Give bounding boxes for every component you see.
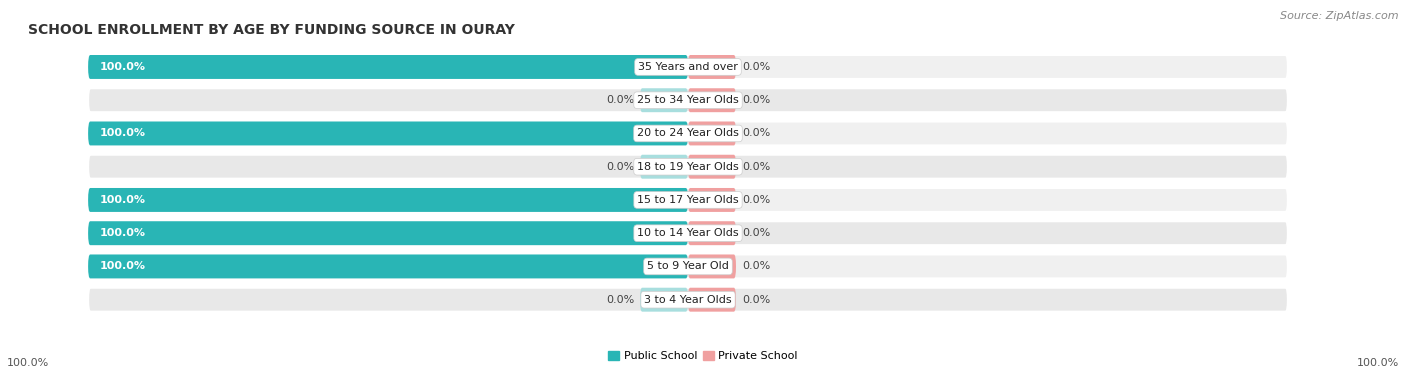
- Text: SCHOOL ENROLLMENT BY AGE BY FUNDING SOURCE IN OURAY: SCHOOL ENROLLMENT BY AGE BY FUNDING SOUR…: [28, 23, 515, 37]
- FancyBboxPatch shape: [89, 121, 688, 146]
- FancyBboxPatch shape: [688, 221, 735, 245]
- FancyBboxPatch shape: [89, 254, 1288, 279]
- Text: 20 to 24 Year Olds: 20 to 24 Year Olds: [637, 129, 740, 138]
- FancyBboxPatch shape: [640, 288, 688, 311]
- FancyBboxPatch shape: [688, 121, 735, 146]
- Text: 0.0%: 0.0%: [742, 228, 770, 238]
- FancyBboxPatch shape: [89, 221, 688, 245]
- FancyBboxPatch shape: [89, 155, 1288, 179]
- Text: 25 to 34 Year Olds: 25 to 34 Year Olds: [637, 95, 740, 105]
- FancyBboxPatch shape: [89, 121, 1288, 146]
- FancyBboxPatch shape: [688, 155, 735, 179]
- Legend: Public School, Private School: Public School, Private School: [603, 346, 803, 366]
- Text: 18 to 19 Year Olds: 18 to 19 Year Olds: [637, 162, 740, 172]
- Text: 0.0%: 0.0%: [742, 95, 770, 105]
- Text: 0.0%: 0.0%: [606, 95, 634, 105]
- Text: 0.0%: 0.0%: [606, 162, 634, 172]
- FancyBboxPatch shape: [688, 254, 735, 279]
- Text: 100.0%: 100.0%: [100, 262, 146, 271]
- Text: 3 to 4 Year Olds: 3 to 4 Year Olds: [644, 295, 731, 305]
- FancyBboxPatch shape: [89, 188, 688, 212]
- FancyBboxPatch shape: [89, 254, 688, 279]
- FancyBboxPatch shape: [89, 88, 1288, 112]
- Text: 5 to 9 Year Old: 5 to 9 Year Old: [647, 262, 728, 271]
- Text: 100.0%: 100.0%: [100, 195, 146, 205]
- Text: 0.0%: 0.0%: [742, 295, 770, 305]
- FancyBboxPatch shape: [640, 88, 688, 112]
- Text: 15 to 17 Year Olds: 15 to 17 Year Olds: [637, 195, 738, 205]
- FancyBboxPatch shape: [89, 288, 1288, 311]
- Text: 10 to 14 Year Olds: 10 to 14 Year Olds: [637, 228, 738, 238]
- Text: 0.0%: 0.0%: [742, 62, 770, 72]
- FancyBboxPatch shape: [688, 88, 735, 112]
- FancyBboxPatch shape: [688, 288, 735, 311]
- FancyBboxPatch shape: [688, 55, 735, 79]
- FancyBboxPatch shape: [89, 55, 688, 79]
- FancyBboxPatch shape: [688, 188, 735, 212]
- Text: 100.0%: 100.0%: [7, 358, 49, 368]
- Text: 100.0%: 100.0%: [1357, 358, 1399, 368]
- Text: Source: ZipAtlas.com: Source: ZipAtlas.com: [1281, 11, 1399, 21]
- FancyBboxPatch shape: [640, 155, 688, 179]
- Text: 0.0%: 0.0%: [742, 262, 770, 271]
- FancyBboxPatch shape: [89, 188, 1288, 212]
- Text: 0.0%: 0.0%: [742, 162, 770, 172]
- FancyBboxPatch shape: [89, 221, 1288, 245]
- Text: 0.0%: 0.0%: [606, 295, 634, 305]
- Text: 100.0%: 100.0%: [100, 62, 146, 72]
- Text: 0.0%: 0.0%: [742, 129, 770, 138]
- Text: 100.0%: 100.0%: [100, 228, 146, 238]
- Text: 35 Years and over: 35 Years and over: [638, 62, 738, 72]
- Text: 100.0%: 100.0%: [100, 129, 146, 138]
- FancyBboxPatch shape: [89, 55, 1288, 79]
- Text: 0.0%: 0.0%: [742, 195, 770, 205]
